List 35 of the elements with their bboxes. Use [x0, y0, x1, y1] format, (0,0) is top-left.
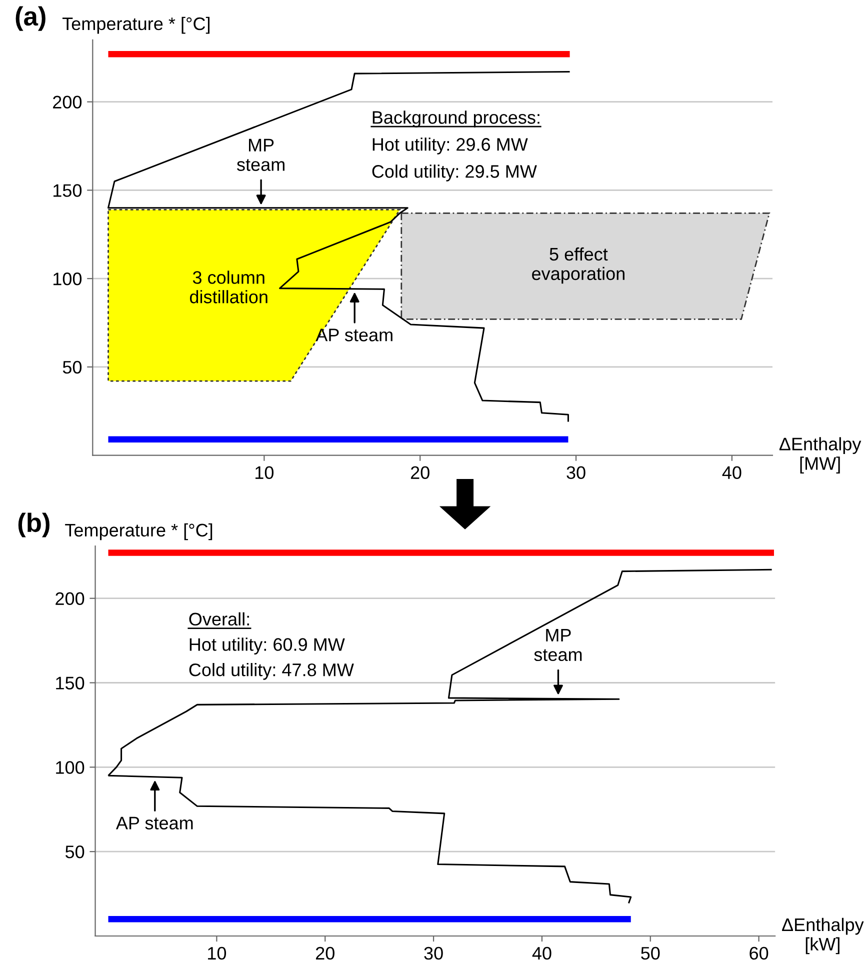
x-tick-label: 10	[208, 946, 226, 960]
x-tick-label: 30	[566, 466, 586, 480]
x-tick-label: 60	[750, 946, 768, 960]
annotation: Overall:	[189, 612, 249, 626]
chart-title: (b)	[18, 512, 50, 538]
x-tick-label: 50	[641, 946, 660, 960]
series-label: 3 column distillation	[190, 270, 268, 304]
y-axis-title: Temperature * [°C]	[62, 16, 210, 34]
x-tick-label: 40	[532, 946, 552, 960]
x-tick-label: 40	[722, 466, 742, 480]
annotation: Cold utility: 47.8 MW	[189, 663, 354, 680]
x-tick-label: 10	[256, 466, 274, 480]
y-axis-title: Temperature * [°C]	[65, 523, 212, 540]
x-axis-title: ΔEnthalpy [kW]	[782, 918, 864, 954]
y-tick-label: 150	[54, 184, 82, 197]
series-label: 5 effect evaporation	[532, 247, 624, 284]
y-tick-label: 50	[62, 360, 82, 374]
y-tick-label: 100	[56, 761, 84, 774]
annotation: MP steam	[236, 138, 284, 171]
annotation: Cold utility: 29.5 MW	[372, 164, 537, 182]
y-tick-label: 200	[53, 96, 82, 109]
y-tick-label: 200	[56, 592, 84, 606]
y-tick-label: 50	[65, 846, 84, 858]
annotation: Hot utility: 60.9 MW	[190, 638, 345, 654]
x-tick-label: 30	[424, 946, 443, 960]
x-axis-title: ΔEnthalpy [MW]	[779, 437, 862, 474]
annotation: Hot utility: 29.6 MW	[372, 138, 528, 154]
y-tick-label: 100	[54, 272, 82, 286]
y-tick-label: 150	[56, 676, 84, 690]
annotation: AP steam	[116, 816, 193, 830]
x-tick-label: 20	[410, 466, 430, 480]
x-tick-label: 20	[316, 946, 334, 960]
chart-title: (a)	[16, 6, 46, 31]
annotation: Background process:	[372, 110, 540, 128]
annotation: MP steam	[534, 629, 582, 662]
